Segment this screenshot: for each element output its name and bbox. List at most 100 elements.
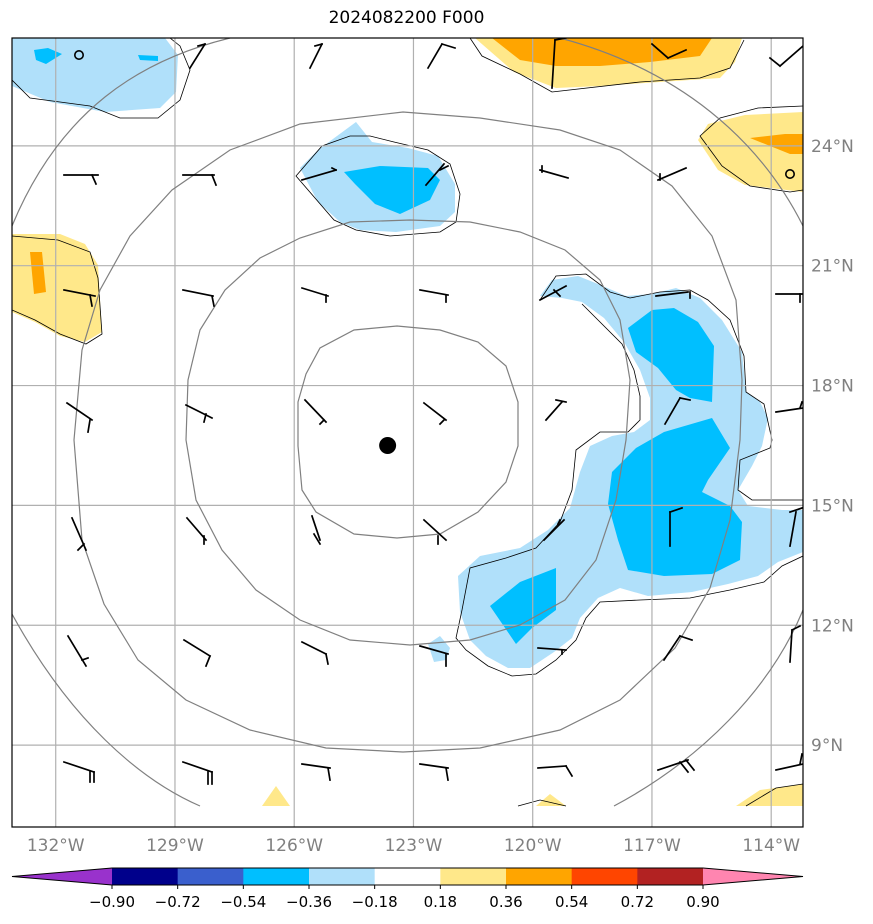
wind-barbs (62, 38, 803, 785)
lon-tick-label: 132°W (27, 836, 85, 856)
lon-tick-label: 123°W (385, 836, 443, 856)
wind-barb (418, 644, 450, 667)
wind-barb (768, 44, 803, 68)
wind-barb (310, 514, 322, 546)
gridlines (12, 38, 803, 827)
colorbar-tick-label: 0.72 (621, 893, 654, 911)
colorbar-segment (374, 868, 441, 885)
wind-barb (789, 624, 802, 663)
wind-barb (788, 506, 803, 547)
lon-tick-label: 117°W (623, 836, 681, 856)
latitude-tick-labels: 9°N 12°N 15°N 18°N 21°N 24°N (811, 137, 854, 756)
lat-tick-label: 9°N (811, 736, 843, 756)
wind-barb (300, 286, 330, 303)
colorbar-tick-label: −0.54 (220, 893, 266, 911)
wind-barb (63, 173, 99, 186)
anomaly-region-strong-positive (492, 38, 712, 66)
anomaly-region-negative (12, 38, 178, 112)
colorbar-segment (309, 868, 376, 885)
wind-barb (662, 634, 694, 662)
wind-barb (537, 764, 574, 778)
map-title: 2024082200 F000 (328, 8, 485, 28)
wind-barb (774, 752, 803, 772)
wind-barb (181, 288, 216, 308)
wind-barb (185, 516, 208, 545)
range-ring-inner (297, 325, 519, 539)
anomaly-region-positive (536, 794, 566, 806)
wind-barb (538, 165, 570, 180)
wind-barb (775, 400, 803, 413)
anomaly-region-positive (736, 784, 803, 806)
anomaly-region-positive (12, 234, 102, 342)
anomaly-region-strong-positive (750, 134, 803, 154)
lon-tick-label: 126°W (265, 836, 323, 856)
anomaly-region-strong-negative (138, 55, 158, 61)
wind-barb (63, 289, 96, 307)
wind-barb (537, 647, 567, 655)
wind-barb (62, 760, 96, 783)
wind-barb (181, 760, 214, 785)
wind-barb (300, 640, 330, 666)
wind-barb (656, 166, 688, 182)
range-rings (12, 38, 803, 807)
wind-barb (668, 506, 684, 547)
wind-barb (422, 518, 448, 545)
wind-barb (650, 42, 688, 60)
colorbar-tick-label: 0.18 (424, 893, 457, 911)
colorbar-extend-low (12, 868, 112, 885)
colorbar-segment (243, 868, 310, 885)
station-marker (74, 49, 85, 60)
anomaly-fill-layer (12, 38, 803, 806)
storm-center-marker (379, 436, 397, 454)
wind-barb (424, 162, 450, 187)
wind-barb (542, 518, 566, 542)
lon-tick-label: 129°W (146, 836, 204, 856)
map-frame (11, 37, 804, 828)
wind-barb (775, 293, 803, 303)
wind-barb (70, 516, 88, 552)
anomaly-region-positive (698, 112, 803, 192)
wind-barb (188, 42, 207, 70)
range-ring-outer (73, 111, 743, 753)
wind-barb (308, 42, 324, 70)
lat-tick-label: 24°N (811, 137, 854, 157)
wind-barb (184, 403, 214, 424)
anomaly-region-strong-negative (344, 166, 440, 214)
lon-tick-label: 120°W (504, 836, 562, 856)
lat-tick-label: 15°N (811, 496, 854, 516)
colorbar-tick-label: −0.72 (155, 893, 201, 911)
wind-barb (303, 398, 328, 426)
station-marker (784, 169, 795, 180)
wind-barb (301, 763, 331, 781)
lat-tick-label: 21°N (811, 257, 854, 277)
range-ring-middle (185, 219, 631, 646)
colorbar-segment (637, 868, 704, 885)
wind-barb (538, 284, 568, 302)
colorbar-tick-label: 0.90 (686, 893, 719, 911)
anomaly-region-strong-negative (628, 308, 714, 402)
colorbar-tick-label: 0.36 (489, 893, 522, 911)
colorbar-segment (571, 868, 638, 885)
wind-barb (419, 763, 449, 781)
anomaly-region-strong-positive (30, 252, 46, 294)
longitude-tick-labels: 132°W 129°W 126°W 123°W 120°W 117°W 114°W (27, 836, 800, 856)
wind-barb (656, 758, 696, 774)
anomaly-region-strong-negative (34, 48, 62, 64)
colorbar-segment (177, 868, 244, 885)
wind-barb (182, 638, 212, 668)
colorbar-segment (440, 868, 507, 885)
colorbar-extend-high (703, 868, 803, 885)
colorbar-tick-label: −0.36 (286, 893, 332, 911)
wind-barb (544, 398, 568, 422)
wind-barb (655, 291, 691, 299)
lat-tick-label: 12°N (811, 616, 854, 636)
wind-barb (182, 173, 218, 187)
colorbar-tick-label: −0.90 (89, 893, 135, 911)
wind-barb (66, 634, 90, 668)
wind-barb (419, 289, 449, 303)
anomaly-region-strong-negative (608, 418, 742, 576)
colorbar: −0.90 −0.72 −0.54 −0.36 −0.18 0.18 0.36 0.54 0.7… (11, 867, 804, 911)
lon-tick-label: 114°W (742, 836, 800, 856)
wind-barb (663, 396, 692, 426)
wind-barb (300, 166, 338, 182)
